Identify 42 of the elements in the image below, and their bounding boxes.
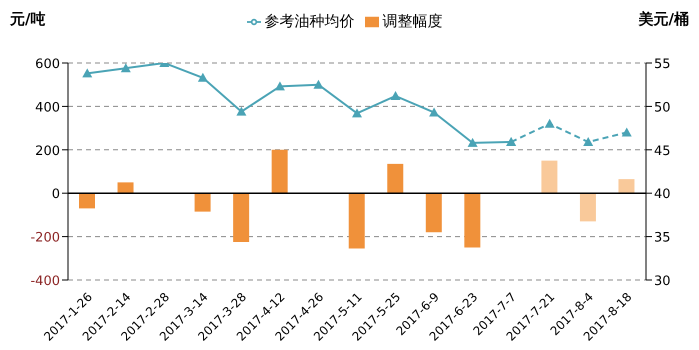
- point: [313, 80, 324, 89]
- legend-label: 参考油种均价: [264, 12, 354, 30]
- y-tick-label: -400: [30, 274, 60, 289]
- bar: [194, 193, 211, 212]
- point: [390, 90, 401, 100]
- point: [274, 81, 285, 90]
- bar: [464, 193, 480, 248]
- bar: [233, 193, 250, 242]
- point: [468, 138, 478, 147]
- point: [198, 72, 208, 82]
- point: [622, 127, 632, 136]
- bar: [79, 193, 95, 208]
- y2-tick-label: 35: [654, 230, 671, 246]
- y2-tick-label: 55: [654, 57, 671, 72]
- bar: [272, 150, 288, 194]
- point: [352, 108, 362, 118]
- legend-label: 调整幅度: [382, 12, 442, 30]
- point: [506, 136, 516, 146]
- y-tick-label: 400: [35, 100, 60, 116]
- bar: [387, 164, 404, 194]
- y2-tick-label: 45: [654, 144, 671, 159]
- bar: [348, 193, 365, 249]
- y2-tick-label: 30: [654, 274, 671, 289]
- bar: [580, 193, 596, 222]
- y-tick-label: 200: [35, 144, 60, 159]
- point: [120, 63, 131, 72]
- y2-tick-label: 40: [654, 187, 671, 202]
- y-tick-label: 600: [35, 57, 60, 72]
- point: [236, 106, 246, 116]
- y2-tick-label: 50: [654, 100, 671, 116]
- bar: [541, 160, 558, 194]
- bar: [618, 179, 634, 194]
- point: [429, 107, 440, 116]
- y-tick-label: -200: [30, 230, 60, 246]
- y-tick-label: 0: [52, 187, 60, 202]
- point: [544, 118, 555, 128]
- point: [583, 136, 594, 146]
- bar: [118, 182, 134, 194]
- y2-axis-title: 美元/桶: [638, 10, 689, 29]
- bar: [426, 193, 442, 232]
- y-axis-title: 元/吨: [10, 10, 46, 29]
- point: [82, 68, 92, 78]
